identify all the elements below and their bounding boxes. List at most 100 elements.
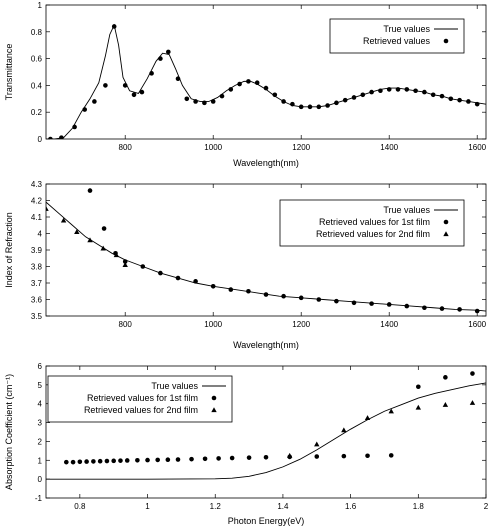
- data-point-circle: [101, 226, 107, 231]
- data-point-circle: [369, 301, 374, 306]
- data-point-triangle: [314, 441, 320, 447]
- legend-label: Retrieved values for 2nd film: [84, 405, 198, 415]
- x-tick-label: 1.4: [277, 502, 289, 511]
- series-line: [46, 382, 486, 480]
- data-point-circle: [457, 97, 462, 103]
- legend-label: True values: [383, 24, 430, 34]
- data-point-circle: [246, 455, 252, 460]
- x-tick-label: 2: [484, 502, 489, 511]
- data-point-circle: [87, 188, 93, 193]
- legend-box: [329, 18, 465, 54]
- data-point-circle: [92, 99, 97, 104]
- y-tick-label: 4: [38, 230, 43, 239]
- x-tick-label: 1.6: [345, 502, 357, 511]
- data-point-circle: [351, 300, 357, 306]
- data-point-circle: [103, 83, 108, 88]
- legend-label: Retrieved values: [363, 36, 431, 46]
- legend-label: Retrieved values for 1st film: [319, 217, 430, 227]
- data-point-circle: [416, 384, 421, 390]
- data-point-circle: [263, 292, 269, 297]
- data-layer: [46, 371, 486, 480]
- data-point-circle: [386, 302, 392, 307]
- x-tick-label: 1400: [380, 143, 398, 152]
- y-tick-label: -1: [35, 494, 43, 503]
- data-point-circle: [118, 458, 123, 463]
- data-point-circle: [122, 259, 128, 264]
- data-point-circle: [155, 457, 160, 463]
- data-point-circle: [360, 92, 366, 98]
- data-point-circle: [82, 107, 88, 112]
- data-point-circle: [228, 87, 234, 92]
- data-point-circle: [84, 459, 89, 464]
- x-tick-label: 1.8: [413, 502, 425, 511]
- data-point-circle: [210, 99, 216, 104]
- data-point-triangle: [388, 408, 394, 414]
- y-tick-label: 3.6: [31, 296, 43, 305]
- data-point-circle: [91, 459, 96, 464]
- y-tick-label: 4.2: [31, 197, 43, 206]
- data-point-triangle: [364, 415, 371, 421]
- data-point-circle: [290, 101, 295, 107]
- data-point-circle: [443, 375, 448, 380]
- data-point-triangle: [46, 206, 49, 211]
- data-point-circle: [369, 89, 374, 95]
- x-tick-label: 1000: [204, 320, 222, 329]
- legend-circle-marker: [211, 395, 217, 401]
- data-point-circle: [158, 270, 163, 276]
- data-point-circle: [158, 56, 163, 61]
- data-layer: [46, 188, 486, 314]
- data-point-circle: [404, 303, 410, 309]
- y-tick-label: 5: [38, 381, 43, 390]
- data-point-circle: [474, 101, 480, 107]
- data-point-circle: [139, 89, 145, 95]
- y-tick-label: 4.3: [31, 180, 43, 189]
- data-point-circle: [77, 459, 83, 465]
- data-point-triangle: [415, 404, 422, 410]
- y-tick-label: 0.2: [31, 108, 43, 117]
- x-tick-label: 0.8: [74, 502, 86, 511]
- data-point-circle: [165, 457, 171, 463]
- x-tick-label: 800: [119, 143, 133, 152]
- data-point-triangle: [87, 237, 93, 243]
- data-point-circle: [457, 307, 462, 312]
- y-tick-label: 3.8: [31, 263, 43, 272]
- legend-box: [47, 375, 233, 423]
- data-point-circle: [316, 104, 322, 110]
- data-point-circle: [219, 93, 225, 99]
- data-point-circle: [466, 99, 471, 104]
- y-axis-label: Transmittance: [4, 44, 14, 101]
- data-point-circle: [193, 279, 198, 284]
- data-point-circle: [111, 458, 116, 464]
- data-point-circle: [122, 83, 128, 88]
- data-point-circle: [228, 287, 234, 292]
- series-line: [46, 201, 486, 312]
- legend-label: Retrieved values for 1st film: [87, 393, 198, 403]
- data-point-circle: [184, 96, 190, 102]
- data-point-circle: [140, 264, 146, 269]
- data-point-circle: [395, 87, 401, 92]
- data-point-circle: [474, 308, 480, 314]
- x-tick-label: 800: [119, 320, 133, 329]
- y-tick-label: 0: [38, 475, 43, 484]
- y-tick-label: 0.8: [31, 28, 43, 37]
- data-point-circle: [97, 458, 103, 464]
- x-axis-label: Photon Energy(eV): [228, 516, 305, 526]
- y-tick-label: 3.7: [31, 279, 43, 288]
- data-point-circle: [341, 453, 347, 459]
- x-tick-label: 1: [145, 502, 150, 511]
- data-point-circle: [388, 453, 394, 458]
- data-point-circle: [202, 100, 207, 106]
- data-point-circle: [210, 284, 216, 289]
- legend-label: True values: [383, 205, 430, 215]
- legend-circle-marker: [443, 219, 449, 225]
- data-point-circle: [175, 76, 181, 81]
- x-tick-label: 1.2: [210, 502, 222, 511]
- data-point-circle: [439, 93, 445, 99]
- data-point-circle: [430, 92, 436, 98]
- y-axis-label: Absorption Coefficient (cm⁻¹): [4, 374, 14, 490]
- data-point-circle: [342, 97, 348, 103]
- data-point-triangle: [60, 217, 67, 223]
- data-point-circle: [307, 104, 313, 110]
- data-point-circle: [237, 81, 242, 87]
- data-point-circle: [281, 99, 286, 104]
